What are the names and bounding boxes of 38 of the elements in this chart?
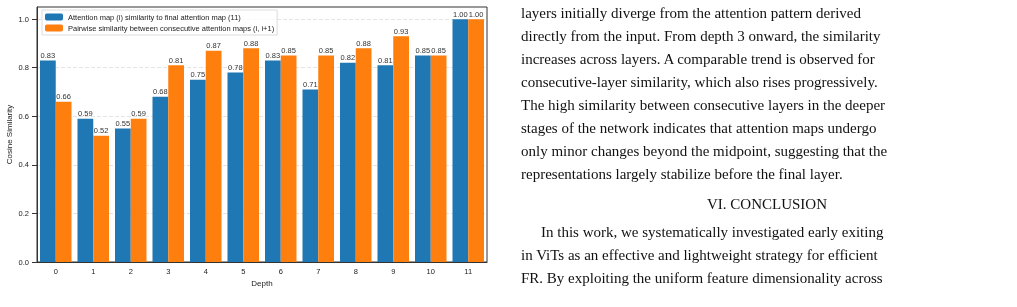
bar [205, 50, 222, 262]
text: only minor changes beyond the midpoint, suggesting that the [521, 142, 888, 159]
text: directly from the input. From depth 3 onward, the similarity [521, 27, 882, 44]
text: layers initially diverge from the attention pattern derived [521, 4, 862, 21]
text: consecutive-layer similarity, which also rises progressively. [521, 73, 878, 90]
text: representations largely stabilize before the final layer. [521, 165, 843, 182]
bar [355, 48, 372, 262]
bar [152, 96, 169, 262]
bar [190, 79, 206, 262]
bar [430, 55, 447, 262]
text: VI. CONCLUSION [707, 195, 828, 212]
x-axis-title: Depth [251, 279, 273, 289]
bar [340, 62, 356, 262]
bar [243, 48, 259, 262]
bar [377, 65, 394, 262]
bar [77, 118, 94, 262]
text: In this work, we systematically investigated early exiting [541, 223, 884, 240]
bar [452, 19, 469, 262]
bar [415, 55, 431, 262]
bar [115, 128, 131, 262]
text: in ViTs as an effective and lightweight strategy for efficient [521, 246, 879, 263]
text: stages of the network indicates that attention maps undergo [521, 119, 877, 136]
bar [393, 36, 409, 262]
y-axis-title: Cosine Similarity [4, 104, 14, 165]
bar [168, 65, 184, 262]
bar [40, 60, 56, 262]
bar [468, 19, 484, 262]
bar [318, 55, 334, 262]
bar [55, 101, 72, 262]
bar [93, 135, 109, 262]
bar [265, 60, 281, 262]
text: The high similarity between consecutive layers in the deeper [521, 96, 886, 113]
text: FR. By exploiting the uniform feature dimensionality across [521, 269, 883, 286]
bar [130, 118, 147, 262]
bar [227, 72, 244, 262]
bar [280, 55, 297, 262]
text: increases across layers. A comparable trend is observed for [521, 50, 875, 67]
bar [302, 89, 319, 262]
